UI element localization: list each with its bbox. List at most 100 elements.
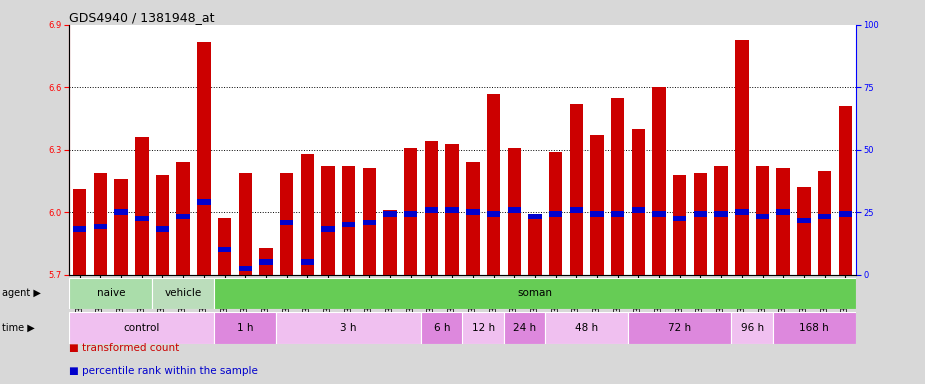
Bar xyxy=(404,212,417,217)
Bar xyxy=(673,175,686,275)
Text: agent ▶: agent ▶ xyxy=(2,288,41,298)
Bar xyxy=(714,212,728,217)
Bar xyxy=(342,222,355,227)
Bar xyxy=(93,173,107,275)
Bar xyxy=(177,162,190,275)
Bar xyxy=(590,212,604,217)
Bar xyxy=(301,154,314,275)
Bar xyxy=(694,173,708,275)
Bar xyxy=(776,169,790,275)
Bar xyxy=(239,173,252,275)
Bar xyxy=(259,248,273,275)
Bar xyxy=(404,148,417,275)
Bar xyxy=(652,212,666,217)
Bar xyxy=(818,214,832,219)
Bar xyxy=(590,135,604,275)
Bar xyxy=(610,212,624,217)
Bar xyxy=(652,88,666,275)
Bar xyxy=(73,189,86,275)
Bar xyxy=(504,312,545,344)
Bar xyxy=(462,312,504,344)
Bar xyxy=(487,94,500,275)
Text: GDS4940 / 1381948_at: GDS4940 / 1381948_at xyxy=(69,12,215,25)
Bar xyxy=(632,207,645,213)
Bar xyxy=(115,209,128,215)
Bar xyxy=(466,162,479,275)
Bar xyxy=(528,214,542,219)
Bar xyxy=(425,207,438,213)
Bar xyxy=(756,214,770,219)
Bar xyxy=(155,175,169,275)
Text: 6 h: 6 h xyxy=(434,323,450,333)
Bar xyxy=(363,169,376,275)
Text: ■ transformed count: ■ transformed count xyxy=(69,343,179,353)
Bar xyxy=(839,106,852,275)
Bar xyxy=(570,207,583,213)
Bar xyxy=(73,226,86,232)
Bar xyxy=(239,266,252,271)
Bar xyxy=(259,259,273,265)
Bar xyxy=(425,141,438,275)
Text: 1 h: 1 h xyxy=(237,323,253,333)
Text: naive: naive xyxy=(96,288,125,298)
Bar xyxy=(197,199,211,205)
Bar xyxy=(342,166,355,275)
Bar xyxy=(217,247,231,252)
Bar xyxy=(363,220,376,225)
Bar xyxy=(549,212,562,217)
Bar xyxy=(797,218,810,223)
Bar xyxy=(549,152,562,275)
Bar xyxy=(628,312,732,344)
Bar xyxy=(321,226,335,232)
Text: 48 h: 48 h xyxy=(575,323,598,333)
Bar xyxy=(93,224,107,230)
Bar xyxy=(197,41,211,275)
Bar xyxy=(714,166,728,275)
Bar xyxy=(383,212,397,217)
Bar xyxy=(280,220,293,225)
Bar xyxy=(446,144,459,275)
Bar xyxy=(446,207,459,213)
Bar xyxy=(135,137,149,275)
Bar xyxy=(508,207,521,213)
Bar xyxy=(69,312,215,344)
Bar xyxy=(177,214,190,219)
Bar xyxy=(632,129,645,275)
Bar xyxy=(383,210,397,275)
Bar xyxy=(839,212,852,217)
Text: 3 h: 3 h xyxy=(340,323,357,333)
Bar xyxy=(776,209,790,215)
Bar xyxy=(69,278,152,309)
Text: 168 h: 168 h xyxy=(799,323,829,333)
Bar xyxy=(818,170,832,275)
Bar xyxy=(773,312,856,344)
Bar xyxy=(421,312,462,344)
Text: soman: soman xyxy=(517,288,552,298)
Bar xyxy=(610,98,624,275)
Bar xyxy=(115,179,128,275)
Bar xyxy=(570,104,583,275)
Bar xyxy=(215,312,277,344)
Bar xyxy=(277,312,421,344)
Bar xyxy=(321,166,335,275)
Bar xyxy=(217,218,231,275)
Text: 12 h: 12 h xyxy=(472,323,495,333)
Text: time ▶: time ▶ xyxy=(2,323,34,333)
Bar xyxy=(135,216,149,221)
Bar xyxy=(155,226,169,232)
Bar xyxy=(301,259,314,265)
Text: ■ percentile rank within the sample: ■ percentile rank within the sample xyxy=(69,366,258,376)
Bar xyxy=(545,312,628,344)
Bar xyxy=(694,212,708,217)
Bar xyxy=(152,278,215,309)
Bar xyxy=(508,148,521,275)
Bar xyxy=(756,166,770,275)
Text: 96 h: 96 h xyxy=(741,323,764,333)
Bar xyxy=(215,278,856,309)
Bar xyxy=(732,312,773,344)
Bar xyxy=(487,212,500,217)
Text: 72 h: 72 h xyxy=(668,323,691,333)
Bar xyxy=(466,209,479,215)
Text: 24 h: 24 h xyxy=(513,323,536,333)
Bar xyxy=(673,216,686,221)
